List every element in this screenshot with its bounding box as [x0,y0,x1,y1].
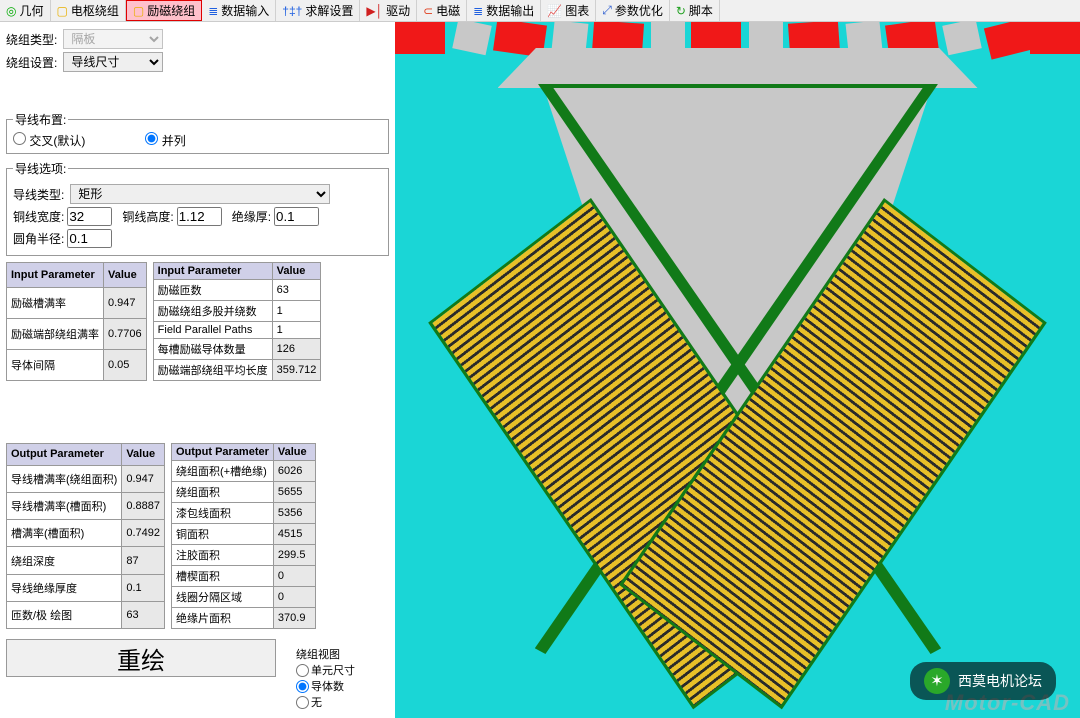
tab-几何[interactable]: ◎几何 [0,0,51,21]
table-row: 励磁槽满率0.947 [7,288,147,319]
table-row: 绕组面积5655 [171,482,315,503]
tab-电枢绕组[interactable]: ▢电枢绕组 [51,0,126,21]
table-row: 槽满率(槽面积)0.7492 [7,520,165,547]
motor-canvas: Motor-CAD ✶ 西莫电机论坛 [395,22,1080,718]
table-row: 漆包线面积5356 [171,503,315,524]
output-table-right: Output ParameterValue绕组面积(+槽绝缘)6026绕组面积5… [171,443,316,629]
table-row: 匝数/极 绘图63 [7,601,165,628]
view-unit[interactable] [296,664,309,677]
wire-type-select[interactable]: 矩形 [70,184,330,204]
view-count[interactable] [296,680,309,693]
table-row: 每槽励磁导体数量126 [153,339,321,360]
winding-view-options: 绕组视图 单元尺寸 导体数 无 [296,646,355,710]
table-row: 导线槽满率(槽面积)0.8887 [7,493,165,520]
table-row: 导线绝缘厚度0.1 [7,574,165,601]
table-row: 槽楔面积0 [171,566,315,587]
input-table-right: Input ParameterValue励磁匝数63励磁绕组多股并绕数1Fiel… [153,262,322,381]
copper-height: 铜线高度: [122,207,221,226]
view-none[interactable] [296,696,309,709]
table-row: 励磁端部绕组平均长度359.712 [153,360,321,381]
tab-数据输出[interactable]: ≣数据输出 [467,0,541,21]
tab-脚本[interactable]: ↻脚本 [670,0,720,21]
output-table-left: Output ParameterValue导线槽满率(绕组面积)0.947导线槽… [6,443,165,629]
corner-radius: 圆角半径: [13,229,112,248]
insulation-input[interactable] [274,207,319,226]
tab-励磁绕组[interactable]: ▢励磁绕组 [126,0,202,21]
wechat-icon: ✶ [924,668,950,694]
table-row: 励磁端部绕组满率0.7706 [7,319,147,350]
table-row: 励磁绕组多股并绕数1 [153,301,321,322]
table-row: Field Parallel Paths1 [153,322,321,339]
forum-badge: ✶ 西莫电机论坛 [910,662,1056,700]
table-row: 励磁匝数63 [153,280,321,301]
tab-驱动[interactable]: ▶│驱动 [360,0,417,21]
copper-height-input[interactable] [177,207,222,226]
wire-options-group: 导线选项: 导线类型: 矩形 铜线宽度: 铜线高度: 绝缘厚: 圆角半径: [6,160,389,256]
tab-数据输入[interactable]: ≣数据输入 [202,0,276,21]
table-row: 绝缘片面积370.9 [171,608,315,629]
layout-cross[interactable]: 交叉(默认) [13,132,85,149]
table-row: 导线槽满率(绕组面积)0.947 [7,465,165,492]
redraw-button[interactable]: 重绘 [6,639,276,677]
input-table-left: Input ParameterValue励磁槽满率0.947励磁端部绕组满率0.… [6,262,147,381]
copper-width: 铜线宽度: [13,207,112,226]
table-row: 线圈分隔区域0 [171,587,315,608]
winding-setting-select[interactable]: 导线尺寸 [63,52,163,72]
wire-layout-group: 导线布置: 交叉(默认) 并列 [6,111,389,154]
table-row: 绕组深度87 [7,547,165,574]
tab-参数优化[interactable]: ⤢参数优化 [596,0,670,21]
table-row: 铜面积4515 [171,524,315,545]
winding-type-select[interactable]: 隔板 [63,29,163,49]
table-row: 绕组面积(+槽绝缘)6026 [171,461,315,482]
layout-parallel[interactable]: 并列 [145,132,185,149]
toolbar: ◎几何▢电枢绕组▢励磁绕组≣数据输入†‡†求解设置▶│驱动⊂电磁≣数据输出📈图表… [0,0,1080,22]
table-row: 导体间隔0.05 [7,350,147,381]
winding-type-label: 绕组类型: [6,31,57,48]
tab-求解设置[interactable]: †‡†求解设置 [276,0,360,21]
tab-图表[interactable]: 📈图表 [541,0,596,21]
tab-电磁[interactable]: ⊂电磁 [417,0,467,21]
winding-setting-label: 绕组设置: [6,54,57,71]
insulation-thick: 绝缘厚: [232,207,319,226]
left-panel: 绕组类型: 隔板 绕组设置: 导线尺寸 导线布置: 交叉(默认) 并列 导线选项… [0,22,395,718]
table-row: 注胶面积299.5 [171,545,315,566]
corner-radius-input[interactable] [67,229,112,248]
copper-width-input[interactable] [67,207,112,226]
